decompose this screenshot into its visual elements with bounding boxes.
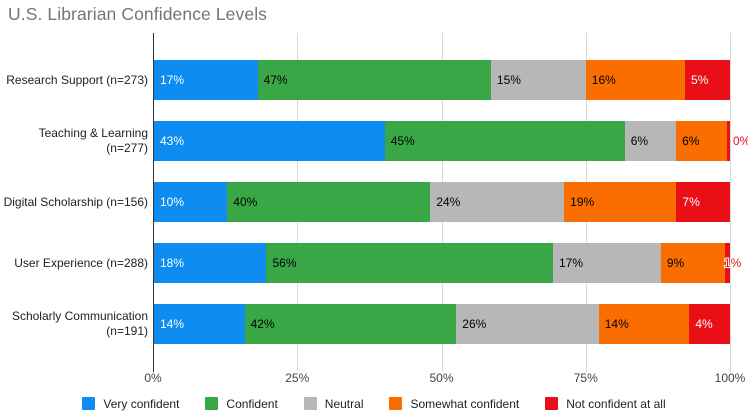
- legend-label: Not confident at all: [566, 396, 666, 411]
- segment-value-label: 19%: [570, 195, 595, 209]
- bar-segment: 6%: [624, 121, 677, 161]
- bar-row: 43% 45% 6% 6% 0%: [154, 121, 748, 161]
- bar-row: 14% 42% 26% 14% 4%: [154, 304, 730, 344]
- bar-segment: 47%: [257, 60, 491, 100]
- segment-value-label: 6%: [682, 134, 700, 148]
- segment-value-label: 18%: [160, 256, 185, 270]
- segment-value-label: 40%: [233, 195, 258, 209]
- bar-segment: [727, 121, 730, 161]
- segment-value-label-outside: 1%: [724, 256, 742, 270]
- bar-segment: 15%: [490, 60, 586, 100]
- legend-item: Confident: [205, 396, 278, 411]
- x-tick-label: 100%: [714, 371, 746, 385]
- segment-value-label: 14%: [160, 317, 185, 331]
- legend-swatch: [82, 397, 96, 410]
- category-label: Teaching & Learning (n=277): [38, 126, 148, 155]
- legend-label: Very confident: [103, 396, 180, 411]
- segment-value-label: 42%: [250, 317, 275, 331]
- bar-segment: 4%: [689, 304, 730, 344]
- legend-item: Neutral: [303, 396, 364, 411]
- segment-value-label: 5%: [691, 73, 709, 87]
- segment-value-label: 47%: [263, 73, 288, 87]
- segment-value-label: 4%: [695, 317, 713, 331]
- legend-swatch: [303, 397, 317, 410]
- bar-segment: [725, 243, 730, 283]
- segment-value-label: 10%: [160, 195, 185, 209]
- legend-item: Not confident at all: [545, 396, 666, 411]
- segment-value-label-outside: 0%: [733, 134, 748, 148]
- bar-segment: 19%: [564, 182, 677, 222]
- legend-item: Very confident: [82, 397, 179, 410]
- segment-value-label: 45%: [390, 134, 415, 148]
- bar-segment: 7%: [676, 182, 731, 222]
- category-label: Digital Scholarship (n=156): [3, 194, 148, 209]
- bar-segment: 56%: [266, 243, 553, 283]
- x-tick-label: 50%: [429, 371, 454, 385]
- legend-label: Somewhat confident: [410, 396, 520, 411]
- value-axis-baseline: [153, 33, 154, 372]
- segment-value-label: 26%: [462, 317, 487, 331]
- segment-value-label: 16%: [591, 73, 616, 87]
- bar-row: 10% 40% 24% 19% 7%: [154, 182, 731, 222]
- segment-value-label: 56%: [272, 256, 297, 270]
- x-tick-label: 25%: [285, 371, 310, 385]
- segment-value-label: 17%: [160, 73, 185, 87]
- gridline: [730, 33, 731, 372]
- x-tick-label: 0%: [144, 371, 162, 385]
- bar-segment: 14%: [598, 304, 690, 344]
- segment-value-label: 24%: [436, 195, 461, 209]
- bar-segment: 43%: [154, 121, 385, 161]
- bar-segment: 6%: [676, 121, 728, 161]
- bar-segment: 18%: [154, 243, 267, 283]
- bar-row: 17% 47% 15% 16% 5%: [154, 60, 730, 100]
- legend-swatch: [545, 397, 559, 410]
- bar-segment: 17%: [154, 60, 258, 100]
- legend: Very confident Confident Neutral Somewhat c…: [0, 397, 748, 410]
- bar-segment: 10%: [154, 182, 228, 222]
- bar-segment: 5%: [685, 60, 730, 100]
- segment-value-label: 17%: [558, 256, 583, 270]
- bar-segment: 26%: [456, 304, 599, 344]
- bar-row: 18% 56% 17% 9% 1%: [154, 243, 741, 283]
- bar-segment: 45%: [384, 121, 625, 161]
- chart-title: U.S. Librarian Confidence Levels: [8, 4, 268, 24]
- legend-item: Somewhat confident: [389, 397, 519, 410]
- segment-value-label: 9%: [666, 256, 685, 270]
- legend-swatch: [389, 397, 403, 410]
- category-label: Scholarly Communication (n=191): [11, 309, 148, 338]
- segment-value-label: 15%: [496, 73, 521, 87]
- segment-value-label: 14%: [604, 317, 629, 331]
- segment-value-label: 6%: [630, 134, 649, 148]
- bar-segment: 17%: [552, 243, 661, 283]
- category-label: User Experience (n=288): [14, 255, 148, 270]
- category-label: Research Support (n=273): [6, 72, 148, 87]
- x-tick-label: 75%: [573, 371, 598, 385]
- bar-segment: 16%: [585, 60, 686, 100]
- legend-label: Confident: [226, 396, 278, 411]
- bar-segment: 40%: [227, 182, 431, 222]
- segment-value-label: 43%: [160, 134, 185, 148]
- legend-label: Neutral: [324, 396, 364, 411]
- bar-segment: 14%: [154, 304, 245, 344]
- plot-area: 17% 47% 15% 16% 5% 43% 45% 6% 6% 0% 10% 40% 24% 19% 7%…: [153, 33, 748, 372]
- bar-segment: 9%: [660, 243, 726, 283]
- legend-swatch: [205, 397, 219, 410]
- bar-segment: 24%: [430, 182, 565, 222]
- segment-value-label: 7%: [682, 195, 700, 209]
- bar-segment: 42%: [244, 304, 457, 344]
